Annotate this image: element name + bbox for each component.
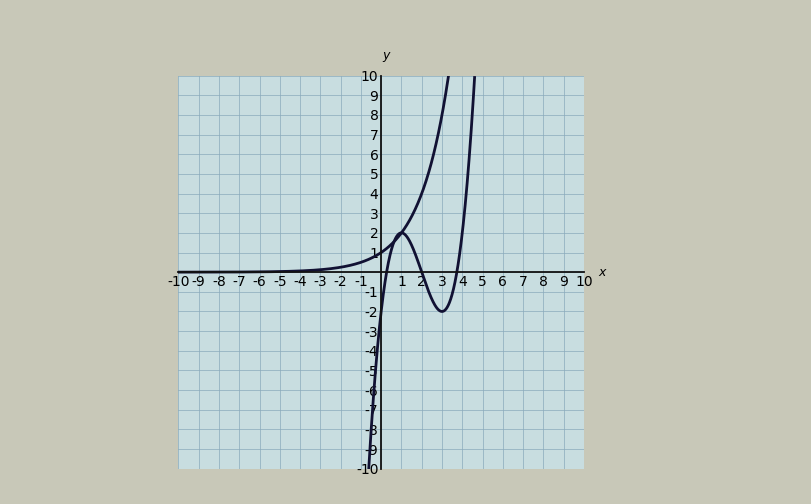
Text: x: x xyxy=(598,266,606,279)
Text: y: y xyxy=(383,49,390,62)
